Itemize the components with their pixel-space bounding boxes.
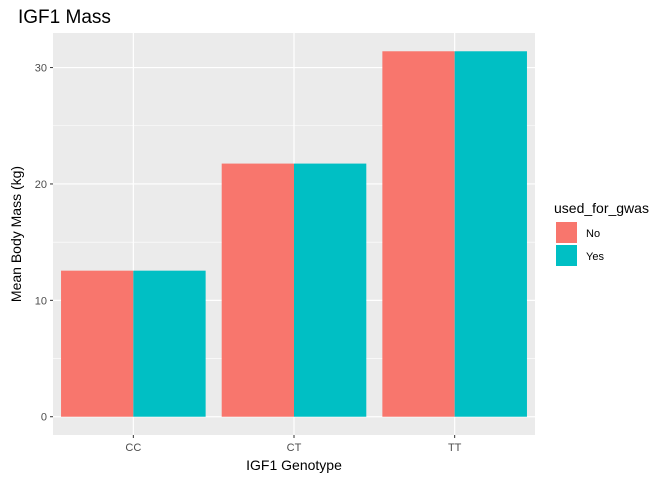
legend-key-yes — [556, 245, 577, 266]
legend-label-yes: Yes — [586, 251, 604, 263]
y-tick-label: 30 — [35, 63, 47, 75]
x-tick-label: CT — [287, 442, 302, 454]
y-axis: 0 10 20 30 — [35, 63, 53, 424]
x-tick-label: CC — [125, 442, 141, 454]
bar-yes-tt — [454, 51, 527, 417]
bar-no-tt — [382, 51, 455, 417]
legend-key-no — [556, 222, 577, 243]
legend: used_for_gwas No Yes — [554, 200, 649, 266]
y-tick-label: 20 — [35, 179, 47, 191]
bars — [61, 51, 527, 417]
bar-no-ct — [221, 163, 294, 417]
y-tick-label: 0 — [41, 412, 47, 424]
x-axis-title: IGF1 Genotype — [246, 457, 342, 473]
bar-yes-cc — [133, 270, 206, 417]
x-axis: CC CT TT — [125, 435, 462, 454]
y-tick-label: 10 — [35, 295, 47, 307]
bar-no-cc — [61, 270, 134, 417]
legend-label-no: No — [586, 228, 600, 240]
y-axis-title: Mean Body Mass (kg) — [8, 166, 24, 302]
x-tick-label: TT — [448, 442, 462, 454]
chart-title: IGF1 Mass — [18, 7, 111, 28]
legend-title: used_for_gwas — [554, 200, 649, 216]
bar-yes-ct — [294, 163, 367, 417]
